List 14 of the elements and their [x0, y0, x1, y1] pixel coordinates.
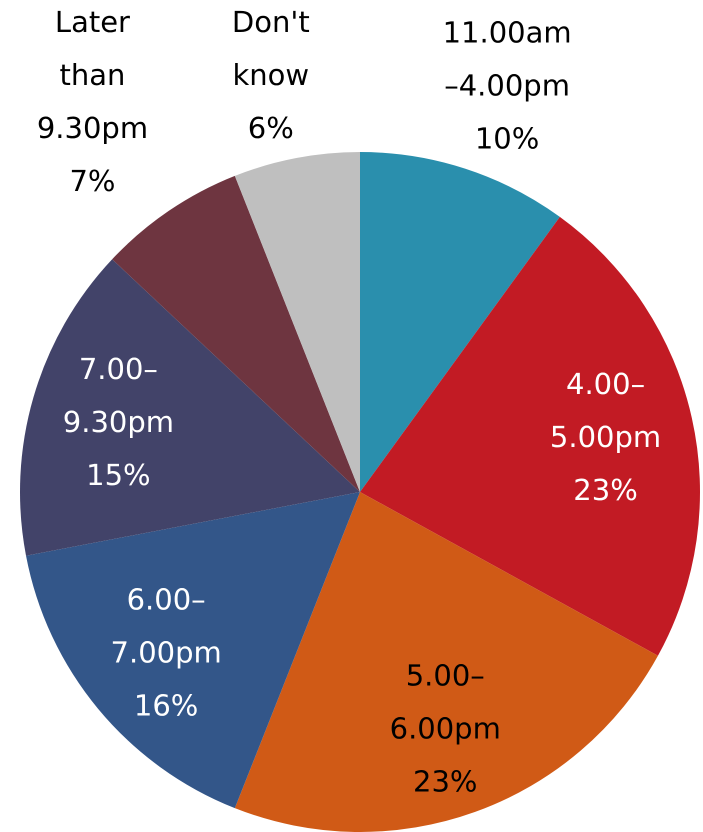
data-label: 15%: [86, 458, 151, 492]
slice-label: 7.00– 9.30pm: [62, 352, 174, 439]
slice-label: 11.00am –4.00pm: [442, 16, 572, 103]
slice-label: 6.00– 7.00pm: [110, 582, 222, 670]
slice-label: Don't know: [232, 5, 310, 92]
data-label: 16%: [134, 688, 198, 722]
data-label: 7%: [69, 164, 116, 198]
data-label: 10%: [474, 122, 540, 156]
slice-label: 5.00– 6.00pm: [390, 658, 501, 746]
data-label: 23%: [412, 764, 478, 799]
data-label: 6%: [248, 111, 294, 146]
data-label: 23%: [573, 473, 638, 508]
slice-label: 4.00– 5.00pm: [550, 367, 662, 454]
slice-label: Later than 9.30pm: [36, 4, 148, 145]
